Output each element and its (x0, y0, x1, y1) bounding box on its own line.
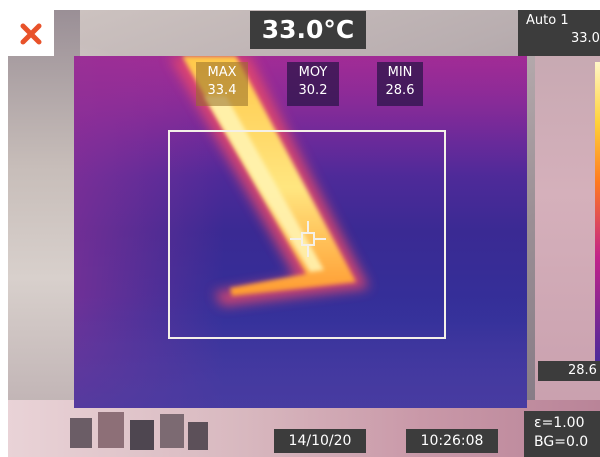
stat-min-value: 28.6 (385, 83, 415, 98)
stat-average-value: 30.2 (298, 83, 328, 98)
capture-time: 10:26:08 (406, 429, 498, 453)
stat-average: MOY 30.2 (287, 62, 339, 106)
capture-date: 14/10/20 (274, 429, 366, 453)
measurement-parameters[interactable]: ε=1.00 BG=0.0 (524, 411, 600, 457)
emissivity-value: ε=1.00 (534, 415, 585, 431)
color-scale-bar (595, 62, 600, 362)
stat-max-label: MAX (207, 65, 237, 80)
close-icon (20, 23, 42, 45)
stat-max-value: 33.4 (207, 83, 237, 98)
background-wall (8, 10, 80, 457)
stat-min-label: MIN (387, 65, 413, 80)
mode-name: Auto 1 (526, 13, 569, 28)
stat-max: MAX 33.4 (196, 62, 248, 106)
background-right (535, 50, 600, 410)
stat-average-label: MOY (298, 65, 328, 80)
center-temperature: 33.0°C (250, 11, 366, 49)
background-temperature-value: BG=0.0 (534, 434, 589, 450)
crosshair-icon (290, 221, 326, 257)
close-button[interactable] (8, 10, 54, 56)
scale-max-value: 33.0 (571, 31, 600, 46)
measurement-mode[interactable]: Auto 1 33.0 (518, 10, 600, 56)
measurement-area-box[interactable] (168, 130, 446, 339)
thermal-image (74, 56, 527, 408)
scale-min-value: 28.6 (538, 361, 600, 381)
stat-min: MIN 28.6 (377, 62, 423, 106)
hot-pipe-shape (169, 56, 369, 306)
background-photos (66, 412, 216, 457)
